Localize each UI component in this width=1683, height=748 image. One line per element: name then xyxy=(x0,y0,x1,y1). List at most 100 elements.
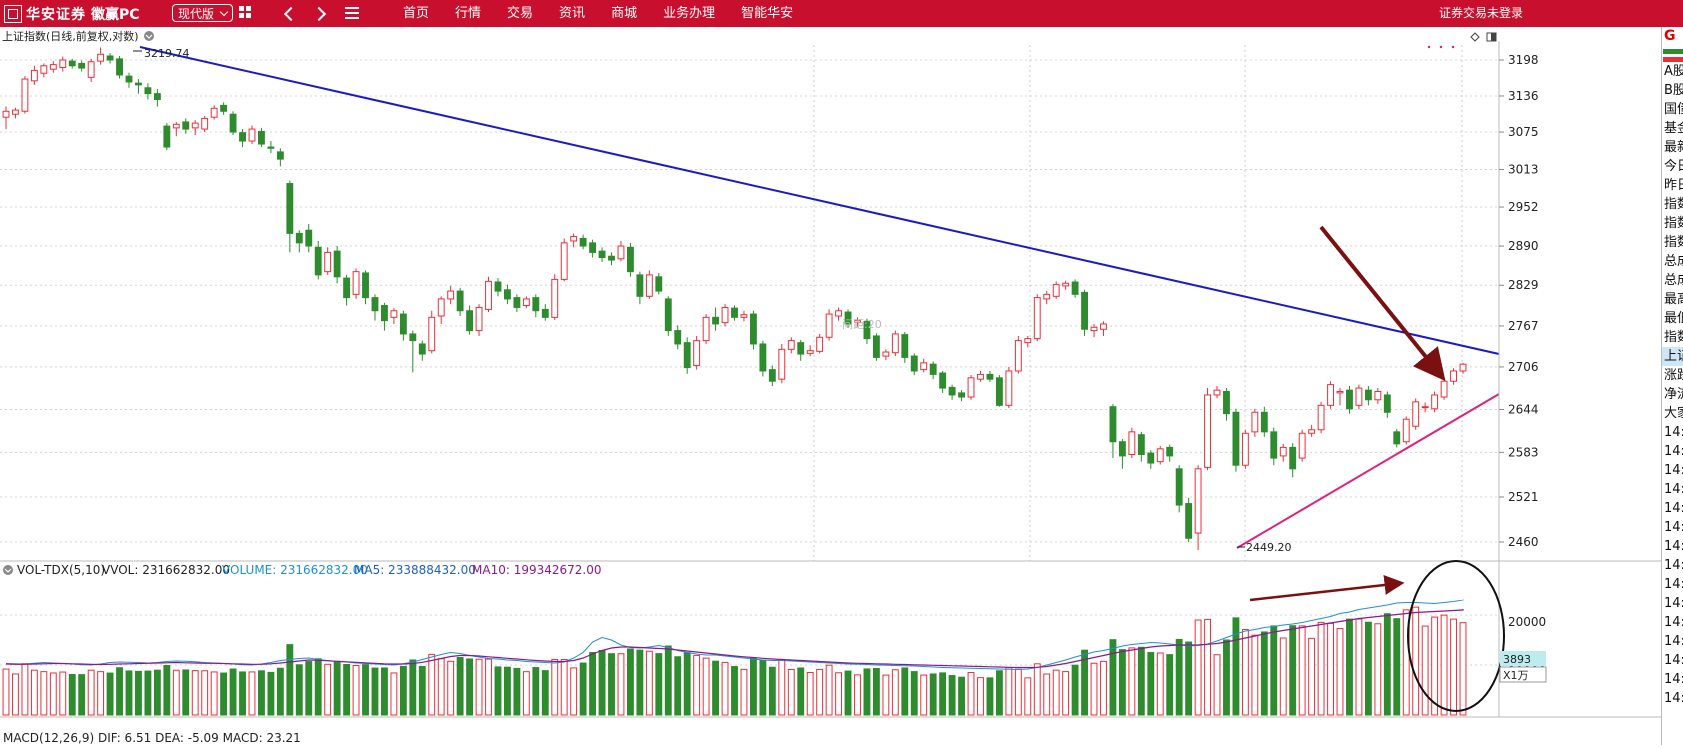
menu-icon[interactable] xyxy=(342,3,364,23)
volume-bars[interactable] xyxy=(2,599,1467,716)
price-tick: 2460 xyxy=(1508,535,1539,549)
right-panel-item[interactable]: 14: xyxy=(1664,653,1683,668)
candle xyxy=(1459,363,1467,372)
right-panel-item[interactable]: 14: xyxy=(1664,501,1683,516)
volume-unit-label: X1万 xyxy=(1503,669,1529,682)
volume-bar xyxy=(759,659,767,716)
window-toggle-fill xyxy=(1491,33,1496,41)
nav-market[interactable]: 行情 xyxy=(455,6,482,21)
right-panel-item[interactable]: 指数 xyxy=(1664,216,1683,231)
candle xyxy=(267,146,275,149)
candle xyxy=(1213,389,1221,396)
right-panel-item[interactable]: 14: xyxy=(1664,634,1683,649)
candle xyxy=(116,58,123,76)
volume-bar xyxy=(116,667,123,716)
chart-title: 上证指数(日线,前复权,对数) xyxy=(2,29,139,43)
candle xyxy=(835,310,843,317)
macd-header: MACD(12,26,9) DIF: 6.51 DEA: -5.09 MACD:… xyxy=(3,731,301,745)
title-dropdown-icon[interactable] xyxy=(144,31,154,41)
candle xyxy=(1241,432,1249,466)
right-panel-item[interactable]: 上证 xyxy=(1662,347,1683,366)
candle xyxy=(570,236,578,242)
candle xyxy=(1137,434,1145,456)
volume-bar xyxy=(485,658,492,716)
nav-home[interactable]: 首页 xyxy=(403,6,430,21)
volume-bar xyxy=(1412,606,1420,716)
right-panel-item[interactable]: 14: xyxy=(1664,615,1683,630)
right-panel-item[interactable]: A股 xyxy=(1664,64,1683,79)
right-panel-item[interactable]: 最低 xyxy=(1664,311,1683,326)
right-panel-item[interactable]: 国债 xyxy=(1664,102,1683,117)
back-arrow-icon[interactable] xyxy=(278,3,300,23)
low-marker-label: 2449.20 xyxy=(1246,541,1292,554)
right-panel-item[interactable]: 大家 xyxy=(1664,406,1683,421)
right-panel-item[interactable]: 总成 xyxy=(1664,254,1683,269)
candle xyxy=(1289,446,1297,470)
chart-area[interactable]: 上证指数(日线,前复权,对数) 3198 3136 3075 3013 2952 2890… xyxy=(0,27,1661,748)
right-panel-item[interactable]: 14: xyxy=(1664,539,1683,554)
volume-bar xyxy=(40,671,48,716)
right-panel-item[interactable]: 指数 xyxy=(1664,330,1683,345)
right-panel-item[interactable]: 14: xyxy=(1664,520,1683,535)
volume-bar xyxy=(229,668,237,716)
volume-bar xyxy=(125,670,133,716)
volume-bar xyxy=(655,653,663,716)
volume-bar xyxy=(248,671,256,716)
candle xyxy=(494,281,502,292)
right-panel-item[interactable]: 14: xyxy=(1664,425,1683,440)
right-panel-item[interactable]: 最新 xyxy=(1664,140,1683,155)
right-panel-item[interactable]: 涨跌 xyxy=(1664,368,1683,383)
candle xyxy=(1260,411,1268,433)
volume-bar xyxy=(551,658,559,716)
right-panel-item[interactable]: 14: xyxy=(1664,444,1683,459)
volume-bar xyxy=(144,670,152,716)
volume-bar xyxy=(1346,618,1353,716)
right-panel-item[interactable]: 今日 xyxy=(1664,159,1683,174)
nav-business[interactable]: 业务办理 xyxy=(663,6,716,21)
candle xyxy=(882,351,890,357)
candle xyxy=(1185,503,1193,539)
volume-bar xyxy=(1166,654,1174,716)
right-panel-item[interactable]: 14: xyxy=(1664,672,1683,687)
brand-logo[interactable]: 华安证券 徽赢PC xyxy=(4,3,140,24)
volume-unit-button[interactable] xyxy=(1499,666,1547,683)
right-panel-item[interactable]: 指数 xyxy=(1664,197,1683,212)
candle xyxy=(1402,418,1410,443)
nav-mall[interactable]: 商城 xyxy=(611,6,638,21)
nav-smart[interactable]: 智能华安 xyxy=(741,6,794,21)
right-panel-item[interactable]: 14: xyxy=(1664,596,1683,611)
volume-bar xyxy=(475,658,483,716)
volume-bar xyxy=(456,657,464,716)
right-panel-item[interactable]: 14: xyxy=(1664,558,1683,573)
candle xyxy=(929,363,937,375)
nav-trade[interactable]: 交易 xyxy=(507,6,534,21)
volume-bar xyxy=(712,660,720,716)
right-panel-item[interactable]: 14: xyxy=(1664,577,1683,592)
right-panel-item[interactable]: B股 xyxy=(1664,83,1683,98)
right-panel-item[interactable]: 净流 xyxy=(1664,387,1683,402)
right-panel-item[interactable]: 最高 xyxy=(1664,292,1683,307)
right-panel-item[interactable]: 基金 xyxy=(1664,121,1683,136)
right-panel-item[interactable]: 总成 xyxy=(1664,273,1683,288)
volume-bar xyxy=(1251,634,1259,716)
candle xyxy=(49,64,57,70)
right-panel-item[interactable]: 14: xyxy=(1664,482,1683,497)
nav-news[interactable]: 资讯 xyxy=(559,6,586,21)
marker-dot xyxy=(1427,45,1431,49)
price-candles[interactable] xyxy=(2,47,1467,551)
trade-login-status[interactable]: 证券交易未登录 xyxy=(1438,6,1523,20)
right-panel-item[interactable]: 昨日 xyxy=(1664,178,1683,193)
apps-grid-icon[interactable] xyxy=(236,3,258,23)
volume-bar xyxy=(1137,646,1145,716)
volume-dropdown-icon[interactable] xyxy=(3,565,13,575)
mode-selector[interactable]: 现代版 xyxy=(172,4,234,22)
right-panel-item[interactable]: 14: xyxy=(1664,463,1683,478)
candle xyxy=(617,245,625,260)
diamond-icon[interactable] xyxy=(1470,32,1480,42)
right-panel-item[interactable]: 指数 xyxy=(1664,235,1683,250)
right-panel-item[interactable]: 14: xyxy=(1664,691,1683,706)
forward-arrow-icon[interactable] xyxy=(310,3,332,23)
candle xyxy=(314,246,322,276)
volume-bar xyxy=(1336,628,1344,716)
candle xyxy=(276,151,284,160)
